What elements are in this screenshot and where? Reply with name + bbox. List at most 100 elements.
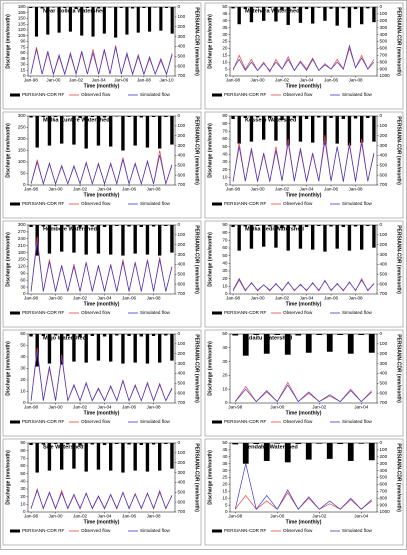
- x-tick-label: Jan-02: [73, 187, 87, 192]
- y-axis-title: Discharge (mm/month): [207, 123, 213, 178]
- y2-tick-label: 700: [178, 291, 186, 296]
- y-tick-label: 60: [20, 50, 26, 55]
- y2-tick-label: 400: [380, 468, 388, 473]
- y-tick-label: 60: [222, 245, 228, 250]
- y-axis-title: Discharge (mm/month): [207, 450, 213, 505]
- y-tick-label: 80: [20, 448, 26, 453]
- y-tick-label: 75: [20, 44, 26, 49]
- y2-tick-label: 300: [178, 143, 186, 148]
- y-tick-label: 240: [18, 236, 26, 241]
- x-tick-label: Jan-00: [270, 514, 284, 519]
- y2-tick-label: 0: [380, 4, 383, 9]
- y-tick-label: 30: [222, 468, 228, 473]
- y-tick-label: 80: [222, 230, 228, 235]
- y-tick-label: 30: [20, 284, 26, 289]
- y-tick-label: 90: [222, 222, 228, 227]
- y2-tick-label: 0: [380, 222, 383, 227]
- y2-tick-label: 100: [380, 11, 388, 16]
- y2-tick-label: 200: [380, 242, 388, 247]
- x-tick-label: Jan-02: [69, 78, 83, 83]
- y2-tick-label: 200: [380, 351, 388, 356]
- y-tick-label: 15: [20, 67, 26, 72]
- rainfall-bar: [372, 225, 375, 248]
- y2-tick-label: 0: [178, 4, 181, 9]
- y2-tick-label: 100: [178, 232, 186, 237]
- x-tick-label: Jan-98: [24, 78, 38, 83]
- y-tick-label: 30: [222, 359, 228, 364]
- rainfall-bar: [329, 116, 332, 118]
- y-tick-label: 80: [222, 121, 228, 126]
- rainfall-bar: [127, 334, 130, 336]
- y2-tick-label: 900: [380, 66, 388, 71]
- y-tick-label: 20: [222, 167, 228, 172]
- y2-tick-label: 200: [380, 454, 388, 459]
- chart-title: Melka Kuntire Watershed: [43, 117, 110, 123]
- y2-tick-label: 300: [380, 361, 388, 366]
- x-axis-title: Time (monthly): [286, 192, 322, 198]
- y-tick-label: 35: [222, 25, 228, 30]
- rainfall-bar: [85, 443, 88, 472]
- x-tick-label: Jan-08: [147, 296, 161, 301]
- y-tick-label: 90: [20, 271, 26, 276]
- legend-swatch: [212, 421, 222, 424]
- x-tick-label: Jan-06: [122, 405, 136, 410]
- rainfall-bar: [121, 225, 124, 256]
- rainfall-bar: [170, 225, 173, 253]
- y2-tick-label: 0: [178, 113, 181, 118]
- rainfall-bar: [109, 225, 112, 255]
- y2-axis-title: PERSIANN-CDR (mm/month): [396, 225, 402, 294]
- legend-label: PERSIANN-CDR RF: [22, 419, 65, 424]
- rainfall-bar: [148, 7, 151, 32]
- y2-axis-title: PERSIANN-CDR (mm/month): [396, 443, 402, 512]
- rainfall-bar: [125, 7, 128, 35]
- rainfall-bar: [146, 443, 149, 472]
- y-tick-label: 180: [18, 250, 26, 255]
- y-tick-label: 10: [222, 284, 228, 289]
- y-tick-label: 50: [222, 144, 228, 149]
- y2-tick-label: 700: [380, 53, 388, 58]
- rainfall-bar: [369, 334, 375, 353]
- x-axis-title: Time (monthly): [84, 519, 120, 525]
- y2-tick-label: 600: [380, 172, 388, 177]
- y-tick-label: 30: [20, 486, 26, 491]
- y2-tick-label: 500: [380, 272, 388, 277]
- rainfall-bar: [336, 7, 339, 26]
- legend-swatch: [212, 530, 222, 533]
- y2-tick-label: 600: [178, 172, 186, 177]
- y2-tick-label: 300: [178, 361, 186, 366]
- chart-title: Hombole Watershed: [43, 226, 97, 232]
- rainfall-bar: [114, 7, 117, 38]
- rainfall-bar: [170, 334, 173, 361]
- y2-tick-label: 400: [178, 153, 186, 158]
- x-tick-label: Jan-02: [312, 514, 326, 519]
- rainfall-bar: [146, 334, 149, 364]
- x-tick-label: Jan-00: [251, 78, 265, 83]
- rainfall-bar: [348, 7, 351, 28]
- rainfall-bar: [360, 7, 363, 24]
- rainfall-bar: [35, 7, 38, 37]
- rainfall-bar: [121, 443, 124, 473]
- y-axis-title: Discharge (mm/month): [5, 123, 11, 178]
- x-tick-label: Jan-00: [49, 187, 63, 192]
- y-tick-label: 150: [18, 148, 26, 153]
- y2-tick-label: 100: [178, 341, 186, 346]
- x-axis-title: Time (monthly): [286, 410, 322, 416]
- y-tick-label: 30: [222, 159, 228, 164]
- y-tick-label: 10: [20, 502, 26, 507]
- legend-swatch: [10, 530, 20, 533]
- y-tick-label: 40: [222, 345, 228, 350]
- y2-tick-label: 300: [380, 25, 388, 30]
- y-axis-title: Discharge (mm/month): [5, 232, 11, 287]
- x-tick-label: Jan-04: [98, 514, 112, 519]
- y2-tick-label: 500: [380, 381, 388, 386]
- y2-tick-label: 400: [380, 32, 388, 37]
- y2-axis-title: PERSIANN-CDR (mm/month): [194, 116, 200, 185]
- y-axis-title: Discharge (mm/month): [207, 232, 213, 287]
- y-tick-label: 90: [20, 39, 26, 44]
- y-tick-label: 40: [222, 261, 228, 266]
- x-tick-label: Jan-00: [251, 187, 265, 192]
- y2-tick-label: 200: [380, 18, 388, 23]
- y2-tick-label: 100: [380, 341, 388, 346]
- rainfall-bar: [140, 225, 143, 227]
- y2-axis-title: PERSIANN-CDR (mm/month): [396, 7, 402, 76]
